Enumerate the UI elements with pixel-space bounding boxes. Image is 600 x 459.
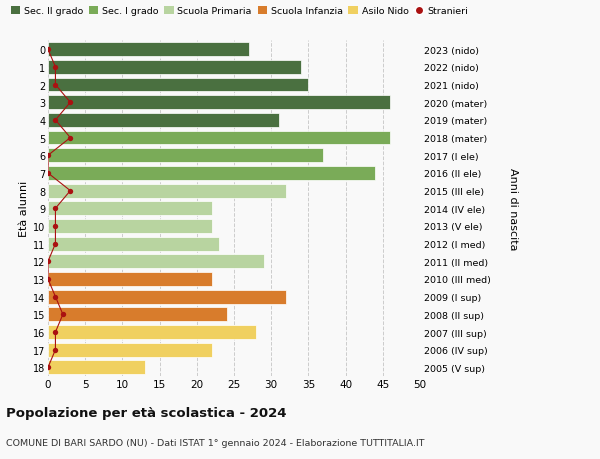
Y-axis label: Anni di nascita: Anni di nascita bbox=[508, 168, 518, 250]
Bar bbox=[48, 114, 278, 128]
Bar bbox=[48, 219, 212, 233]
Bar bbox=[48, 273, 212, 286]
Point bbox=[50, 82, 60, 89]
Point bbox=[50, 293, 60, 301]
Bar bbox=[48, 255, 264, 269]
Legend: Sec. II grado, Sec. I grado, Scuola Primaria, Scuola Infanzia, Asilo Nido, Stran: Sec. II grado, Sec. I grado, Scuola Prim… bbox=[11, 7, 468, 16]
Text: COMUNE DI BARI SARDO (NU) - Dati ISTAT 1° gennaio 2024 - Elaborazione TUTTITALIA: COMUNE DI BARI SARDO (NU) - Dati ISTAT 1… bbox=[6, 438, 425, 448]
Point bbox=[50, 205, 60, 213]
Point bbox=[50, 241, 60, 248]
Point bbox=[65, 134, 75, 142]
Bar bbox=[48, 78, 308, 92]
Point bbox=[50, 117, 60, 124]
Bar bbox=[48, 185, 286, 198]
Bar bbox=[48, 61, 301, 75]
Point bbox=[65, 99, 75, 106]
Bar bbox=[48, 308, 227, 322]
Point bbox=[43, 364, 53, 371]
Point bbox=[50, 329, 60, 336]
Bar bbox=[48, 237, 219, 251]
Point bbox=[65, 188, 75, 195]
Point bbox=[43, 258, 53, 265]
Bar bbox=[48, 167, 376, 180]
Bar bbox=[48, 149, 323, 163]
Bar bbox=[48, 96, 390, 110]
Point bbox=[58, 311, 68, 319]
Point bbox=[50, 346, 60, 353]
Bar bbox=[48, 202, 212, 216]
Point bbox=[50, 223, 60, 230]
Y-axis label: Età alunni: Età alunni bbox=[19, 181, 29, 237]
Bar bbox=[48, 343, 212, 357]
Point bbox=[43, 170, 53, 177]
Bar bbox=[48, 131, 390, 145]
Bar bbox=[48, 325, 256, 339]
Point bbox=[43, 152, 53, 160]
Point bbox=[50, 64, 60, 72]
Point bbox=[43, 276, 53, 283]
Bar bbox=[48, 290, 286, 304]
Bar bbox=[48, 43, 249, 57]
Text: Popolazione per età scolastica - 2024: Popolazione per età scolastica - 2024 bbox=[6, 406, 287, 419]
Bar bbox=[48, 361, 145, 375]
Point bbox=[43, 46, 53, 54]
